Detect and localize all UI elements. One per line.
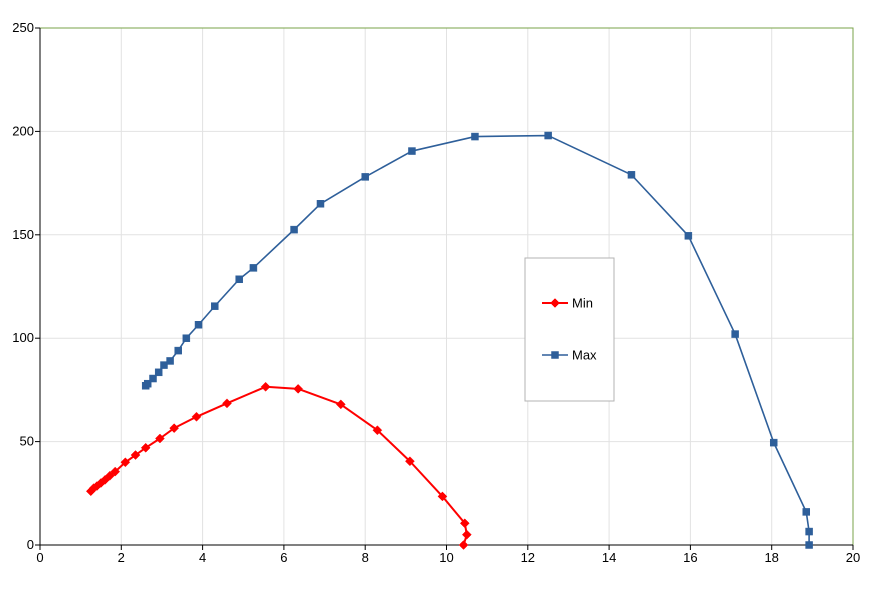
x-tick-label: 16 xyxy=(683,550,697,565)
data-point-max xyxy=(174,346,182,355)
y-tick-label: 250 xyxy=(12,20,34,35)
data-point-max xyxy=(471,132,479,141)
data-point-max xyxy=(166,357,174,365)
y-tick-label: 50 xyxy=(20,434,34,449)
data-point-min xyxy=(458,540,469,550)
x-tick-label: 10 xyxy=(439,550,453,565)
legend-item-max: Max xyxy=(542,348,597,363)
x-tick-label: 14 xyxy=(602,550,616,565)
legend-label-max: Max xyxy=(572,348,597,363)
legend: Min Max xyxy=(524,257,615,402)
data-point-max xyxy=(544,131,552,140)
x-tick-label: 4 xyxy=(199,550,206,565)
y-tick-label: 0 xyxy=(27,537,34,552)
series-line-max xyxy=(145,134,810,545)
x-tick-label: 20 xyxy=(846,550,860,565)
data-point-max xyxy=(154,368,163,377)
data-point-min xyxy=(191,411,202,422)
data-point-max xyxy=(149,374,157,383)
data-point-max xyxy=(249,264,258,272)
data-point-max xyxy=(290,225,298,234)
legend-box xyxy=(524,257,615,402)
data-point-min xyxy=(120,457,131,468)
data-point-max xyxy=(143,379,152,388)
data-point-max xyxy=(316,200,325,208)
data-point-min xyxy=(130,450,141,460)
data-point-max xyxy=(182,334,191,342)
data-point-min xyxy=(372,425,383,436)
x-tick-label: 0 xyxy=(36,550,43,565)
data-point-min xyxy=(405,456,415,467)
x-tick-label: 8 xyxy=(362,550,369,565)
legend-label-min: Min xyxy=(572,296,593,311)
x-tick-label: 6 xyxy=(280,550,287,565)
x-tick-label: 18 xyxy=(764,550,778,565)
data-point-min xyxy=(222,398,232,409)
y-tick-label: 150 xyxy=(12,227,34,242)
data-point-max xyxy=(211,302,219,310)
data-series xyxy=(85,131,813,550)
data-point-min xyxy=(105,470,115,481)
data-point-max xyxy=(805,527,813,536)
data-point-min xyxy=(293,384,303,394)
data-point-min xyxy=(260,381,271,392)
series-line-min xyxy=(90,385,468,546)
series-max xyxy=(141,131,813,549)
data-point-min xyxy=(140,442,151,453)
data-point-min xyxy=(335,399,346,410)
data-point-min xyxy=(459,518,470,529)
data-point-max xyxy=(361,173,369,181)
data-point-min xyxy=(110,466,121,477)
data-point-max xyxy=(235,275,243,284)
data-point-max xyxy=(194,321,203,329)
data-point-max xyxy=(805,541,813,549)
data-point-max xyxy=(802,508,811,516)
data-point-max xyxy=(160,361,168,369)
x-tick-label: 12 xyxy=(521,550,535,565)
y-tick-label: 100 xyxy=(12,330,34,345)
data-point-max xyxy=(731,330,739,338)
grid-lines xyxy=(40,28,853,545)
data-point-min xyxy=(437,491,448,502)
data-point-min xyxy=(169,423,179,434)
legend-swatch-marker xyxy=(551,351,559,359)
series-min xyxy=(85,381,472,550)
data-point-max xyxy=(627,171,636,179)
data-point-max xyxy=(684,232,693,240)
data-point-max xyxy=(769,438,778,447)
x-tick-label: 2 xyxy=(118,550,125,565)
data-point-max xyxy=(408,147,416,155)
y-tick-label: 200 xyxy=(12,123,34,138)
legend-swatch-marker xyxy=(550,298,560,308)
legend-item-min: Min xyxy=(542,296,593,311)
data-point-min xyxy=(155,433,165,444)
data-point-min xyxy=(461,529,472,540)
